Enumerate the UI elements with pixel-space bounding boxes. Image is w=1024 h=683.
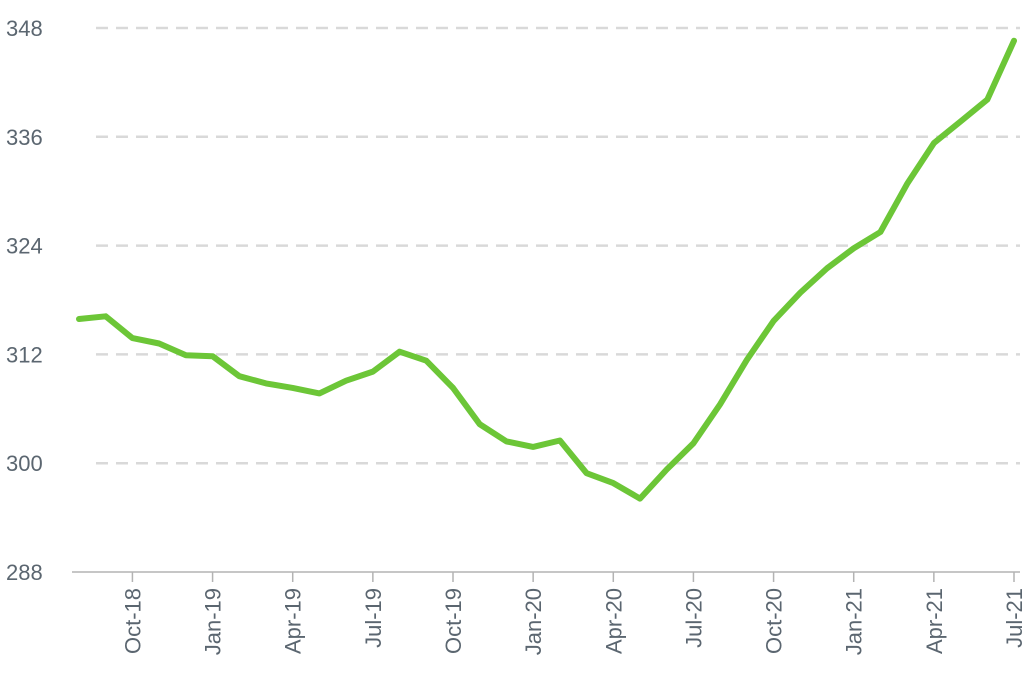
y-tick-label: 348 (6, 16, 43, 41)
x-tick-label: Jan-19 (201, 588, 226, 655)
x-tick-label: Jan-20 (521, 588, 546, 655)
x-tick-label: Oct-19 (441, 588, 466, 654)
x-tick-label: Jul-21 (1002, 588, 1024, 648)
x-tick-label: Apr-21 (922, 588, 947, 654)
y-tick-label: 312 (6, 342, 43, 367)
x-tick-label: Apr-19 (281, 588, 306, 654)
series-group (76, 37, 1017, 502)
x-tick-label: Jul-19 (361, 588, 386, 648)
y-tick-label: 324 (6, 234, 43, 259)
x-tick-label: Apr-20 (601, 588, 626, 654)
series-line (76, 37, 1017, 502)
y-axis-tick-labels: 288 300 312 324 336 348 (6, 16, 43, 585)
x-tick-label: Oct-18 (120, 588, 145, 654)
x-tick-label: Jul-20 (681, 588, 706, 648)
x-axis-ticks: Oct-18 Jan-19 Apr-19 Jul-19 Oct-19 Jan-20 Apr-… (120, 572, 1024, 655)
y-tick-label: 336 (6, 125, 43, 150)
y-tick-label: 288 (6, 560, 43, 585)
gridlines (96, 26, 1020, 465)
x-tick-label: Oct-20 (762, 588, 787, 654)
y-tick-label: 300 (6, 451, 43, 476)
x-tick-label: Jan-21 (842, 588, 867, 655)
